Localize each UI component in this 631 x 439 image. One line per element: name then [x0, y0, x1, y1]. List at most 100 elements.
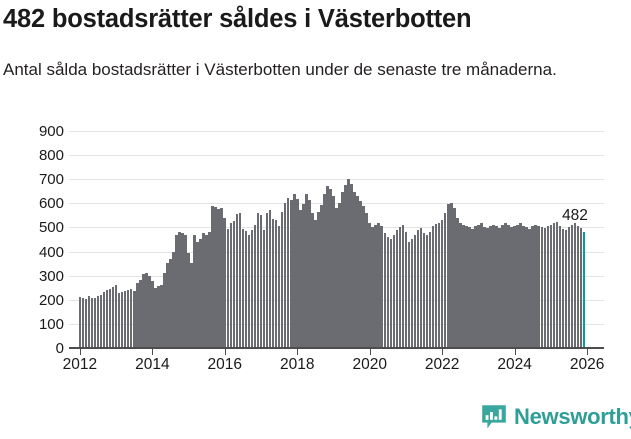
- bar[interactable]: [274, 220, 278, 348]
- bar[interactable]: [455, 217, 459, 348]
- bar[interactable]: [359, 200, 362, 348]
- bar[interactable]: [96, 296, 100, 348]
- bar[interactable]: [347, 179, 350, 348]
- bar[interactable]: [105, 290, 109, 348]
- bar[interactable]: [374, 224, 378, 348]
- bar[interactable]: [205, 234, 208, 348]
- bar[interactable]: [277, 226, 281, 348]
- bar[interactable]: [301, 204, 305, 348]
- bar[interactable]: [163, 273, 166, 348]
- bar[interactable]: [422, 232, 426, 348]
- bar[interactable]: [486, 228, 489, 348]
- bar[interactable]: [516, 224, 519, 348]
- bar[interactable]: [537, 225, 541, 348]
- bar[interactable]: [166, 263, 169, 348]
- bar[interactable]: [522, 225, 525, 348]
- bar[interactable]: [81, 297, 85, 348]
- bar[interactable]: [519, 222, 522, 348]
- bar[interactable]: [132, 290, 136, 348]
- bar[interactable]: [573, 222, 577, 348]
- bar[interactable]: [311, 212, 314, 348]
- bar[interactable]: [474, 226, 477, 348]
- bar[interactable]: [437, 222, 441, 348]
- bar[interactable]: [338, 203, 341, 348]
- bar[interactable]: [317, 211, 320, 348]
- bar[interactable]: [576, 226, 580, 348]
- bar[interactable]: [561, 228, 565, 348]
- bar[interactable]: [446, 204, 450, 348]
- bar[interactable]: [335, 207, 338, 348]
- bar[interactable]: [138, 280, 142, 348]
- bar[interactable]: [468, 227, 471, 348]
- bar[interactable]: [87, 296, 91, 348]
- bar[interactable]: [365, 212, 368, 348]
- bar[interactable]: [407, 241, 411, 348]
- bar[interactable]: [305, 193, 308, 348]
- bar[interactable]: [117, 293, 121, 348]
- bar[interactable]: [480, 222, 483, 348]
- bar[interactable]: [253, 224, 257, 348]
- bar[interactable]: [247, 234, 251, 348]
- bar[interactable]: [540, 227, 544, 348]
- bar[interactable]: [135, 283, 139, 348]
- bar[interactable]: [419, 228, 423, 348]
- bar[interactable]: [401, 224, 405, 348]
- bar[interactable]: [440, 220, 444, 348]
- bar[interactable]: [283, 203, 287, 348]
- bar[interactable]: [238, 212, 242, 348]
- bar[interactable]: [181, 232, 184, 348]
- bar[interactable]: [416, 230, 420, 348]
- bar[interactable]: [425, 234, 429, 348]
- bar[interactable]: [102, 292, 106, 348]
- bar[interactable]: [543, 228, 547, 348]
- bar[interactable]: [531, 226, 535, 348]
- bar[interactable]: [108, 289, 112, 348]
- bar[interactable]: [169, 259, 172, 348]
- bar[interactable]: [428, 231, 432, 348]
- bar[interactable]: [410, 239, 414, 348]
- bar[interactable]: [534, 224, 538, 348]
- bar[interactable]: [332, 196, 335, 348]
- bar[interactable]: [413, 234, 417, 348]
- bar[interactable]: [510, 227, 513, 348]
- bar[interactable]: [314, 220, 317, 348]
- bar[interactable]: [498, 227, 501, 348]
- bar[interactable]: [292, 193, 296, 348]
- bar[interactable]: [443, 212, 447, 348]
- bar[interactable]: [326, 185, 329, 348]
- bar[interactable]: [202, 233, 205, 348]
- bar[interactable]: [341, 191, 344, 348]
- bar[interactable]: [214, 206, 218, 348]
- bar[interactable]: [483, 227, 486, 348]
- bar[interactable]: [362, 206, 365, 348]
- bar[interactable]: [386, 237, 390, 348]
- bar[interactable]: [157, 285, 160, 348]
- bar[interactable]: [323, 193, 326, 348]
- bar[interactable]: [465, 225, 468, 348]
- bar[interactable]: [250, 230, 254, 348]
- bar[interactable]: [558, 225, 562, 348]
- bar[interactable]: [84, 298, 88, 348]
- bar[interactable]: [368, 222, 371, 348]
- bar[interactable]: [549, 225, 553, 348]
- bar[interactable]: [196, 241, 199, 348]
- bar[interactable]: [431, 226, 435, 348]
- bar[interactable]: [525, 227, 528, 348]
- bar[interactable]: [504, 222, 507, 348]
- bar[interactable]: [148, 275, 151, 348]
- bar[interactable]: [160, 284, 163, 348]
- bar[interactable]: [154, 287, 157, 348]
- bar[interactable]: [111, 287, 115, 348]
- bar[interactable]: [380, 226, 384, 348]
- bar[interactable]: [308, 200, 311, 348]
- bar[interactable]: [208, 231, 211, 348]
- bar[interactable]: [295, 198, 299, 348]
- bar[interactable]: [259, 214, 263, 348]
- bar[interactable]: [226, 228, 230, 348]
- newsworthy-logo[interactable]: Newsworthy: [481, 404, 631, 430]
- bar[interactable]: [356, 195, 359, 348]
- bar[interactable]: [495, 226, 498, 348]
- bar[interactable]: [434, 223, 438, 348]
- bar[interactable]: [193, 235, 196, 348]
- bar[interactable]: [126, 290, 130, 348]
